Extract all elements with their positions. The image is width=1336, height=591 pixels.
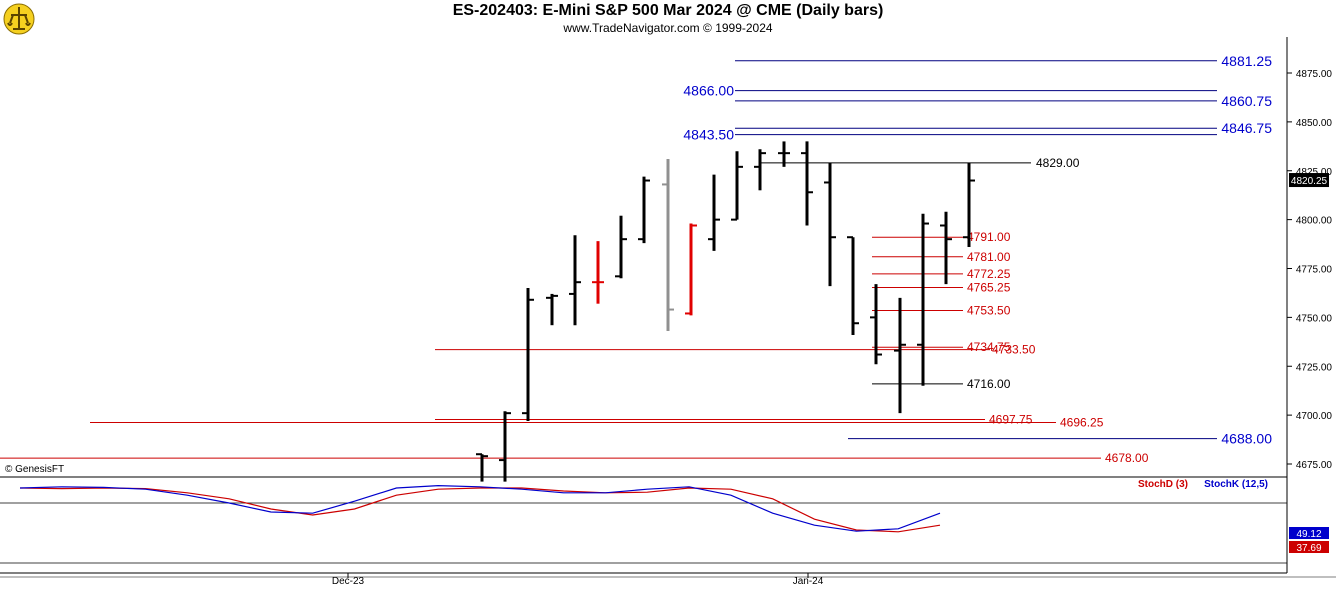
- level-label: 4843.50: [683, 127, 734, 143]
- stoch-d-line: [19, 487, 941, 533]
- y-tick-label: 4825.00: [1296, 167, 1333, 178]
- level-label: 4765.25: [967, 281, 1011, 295]
- chart-header: ES-202403: E-Mini S&P 500 Mar 2024 @ CME…: [0, 0, 1336, 37]
- level-label: 4772.25: [967, 267, 1011, 281]
- y-tick-label: 4875.00: [1296, 69, 1333, 80]
- level-label: 4688.00: [1221, 431, 1272, 447]
- level-label: 4860.75: [1221, 93, 1272, 109]
- stoch-k-line: [19, 484, 941, 532]
- last-price-label: 4820.25: [1291, 176, 1328, 187]
- price-chart[interactable]: 4881.25 4866.00 4860.75 4846.75 4843.50 4829.…: [0, 37, 1336, 591]
- ohlc-bars: [476, 141, 975, 482]
- y-tick-label: 4750.00: [1296, 313, 1333, 324]
- x-tick-label: Dec-23: [332, 576, 365, 587]
- level-lines: 4881.25 4866.00 4860.75 4846.75 4843.50 4829.…: [0, 53, 1272, 465]
- y-tick-label: 4850.00: [1296, 118, 1333, 129]
- level-label: 4716.00: [967, 377, 1011, 391]
- stoch-k-legend: StochK (12,5): [1204, 479, 1268, 490]
- stoch-d-badge: [1289, 541, 1329, 553]
- level-label: 4881.25: [1221, 53, 1272, 69]
- last-price-badge: [1289, 173, 1329, 188]
- stochastic-panel: 49.12 37.69: [19, 484, 1329, 554]
- level-label: 4866.00: [683, 83, 734, 99]
- y-tick-label: 4800.00: [1296, 216, 1333, 227]
- copyright-label: © GenesisFT: [5, 464, 64, 475]
- trade-navigator-logo-icon: [3, 3, 35, 35]
- level-label: 4846.75: [1221, 120, 1272, 136]
- level-label: 4678.00: [1105, 451, 1149, 465]
- y-axis: 4675.00 4700.00 4725.00 4750.00 4775.00 4800.…: [332, 69, 1333, 587]
- stoch-d-legend: StochD (3): [1138, 479, 1188, 490]
- stoch-d-value: 37.69: [1296, 543, 1321, 554]
- y-tick-label: 4700.00: [1296, 411, 1333, 422]
- chart-subtitle: www.TradeNavigator.com © 1999-2024: [563, 21, 773, 35]
- chart-frame: [0, 37, 1336, 578]
- level-label: 4829.00: [1036, 156, 1080, 170]
- y-tick-label: 4675.00: [1296, 460, 1333, 471]
- x-tick-label: Jan-24: [793, 576, 824, 587]
- level-label: 4753.50: [967, 304, 1011, 318]
- level-label: 4733.50: [992, 343, 1036, 357]
- level-label: 4781.00: [967, 250, 1011, 264]
- stoch-k-value: 49.12: [1296, 529, 1321, 540]
- level-label: 4697.75: [989, 413, 1033, 427]
- level-label: 4696.25: [1060, 415, 1104, 429]
- stoch-k-badge: [1289, 527, 1329, 539]
- level-label: 4791.00: [967, 230, 1011, 244]
- y-tick-label: 4725.00: [1296, 362, 1333, 373]
- y-tick-label: 4775.00: [1296, 265, 1333, 276]
- level-label: 4734.75: [967, 340, 1011, 354]
- chart-title: ES-202403: E-Mini S&P 500 Mar 2024 @ CME…: [452, 2, 884, 19]
